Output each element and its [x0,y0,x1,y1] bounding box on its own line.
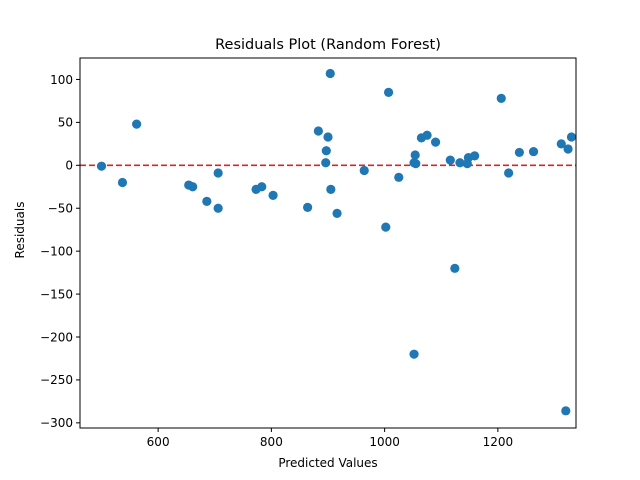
data-point [411,158,421,169]
y-axis-label: Residuals [13,202,27,259]
data-point [470,151,480,161]
data-point [383,87,394,97]
data-point [321,146,331,156]
x-tick-label: 1000 [369,435,400,449]
data-point [566,132,577,142]
y-tick-label: −100 [40,244,73,258]
data-point [132,119,142,129]
data-point [321,158,331,168]
data-point [202,196,212,206]
data-point [188,182,198,192]
data-point [394,172,404,182]
data-point [268,190,278,200]
y-tick-label: 0 [65,159,73,173]
data-point [303,202,313,212]
data-point [528,146,539,157]
data-point [359,165,369,176]
data-point [410,150,420,160]
x-axis-ticks: 600 800 1000 1200 [147,428,513,449]
y-tick-label: −250 [40,373,73,387]
x-axis-label: Predicted Values [278,456,377,470]
data-point [409,349,419,359]
data-point [213,203,223,213]
chart-title: Residuals Plot (Random Forest) [215,37,441,53]
data-point [561,406,571,416]
y-tick-label: −200 [40,330,73,344]
y-tick-label: 50 [58,116,73,130]
data-point [381,222,391,232]
x-tick-label: 1200 [483,435,514,449]
data-point [213,168,223,178]
data-point [430,137,441,147]
y-axis-ticks: 100 50 0 −50 −100 −150 −200 −250 −300 [40,73,80,430]
data-point [504,168,514,178]
data-point [117,177,128,188]
data-point [563,144,573,154]
data-point [556,139,566,149]
y-tick-label: −50 [48,202,73,216]
data-point [96,161,107,171]
data-point [332,208,342,218]
plot-area [79,57,577,429]
y-tick-label: −150 [40,287,73,301]
data-point [313,126,323,136]
y-tick-label: −300 [40,416,73,430]
axes-background [80,58,576,428]
data-point [422,130,432,140]
axes-frame [79,57,577,429]
data-point [326,184,336,194]
data-point [450,263,460,273]
data-point [445,155,455,165]
y-tick-label: 100 [50,73,73,87]
data-point [455,158,465,168]
x-tick-label: 600 [147,435,170,449]
data-point [323,132,333,142]
data-points [96,68,577,416]
data-point [496,93,506,103]
data-point [257,182,267,192]
data-point [325,68,335,79]
x-tick-label: 800 [260,435,283,449]
data-point [514,147,524,158]
